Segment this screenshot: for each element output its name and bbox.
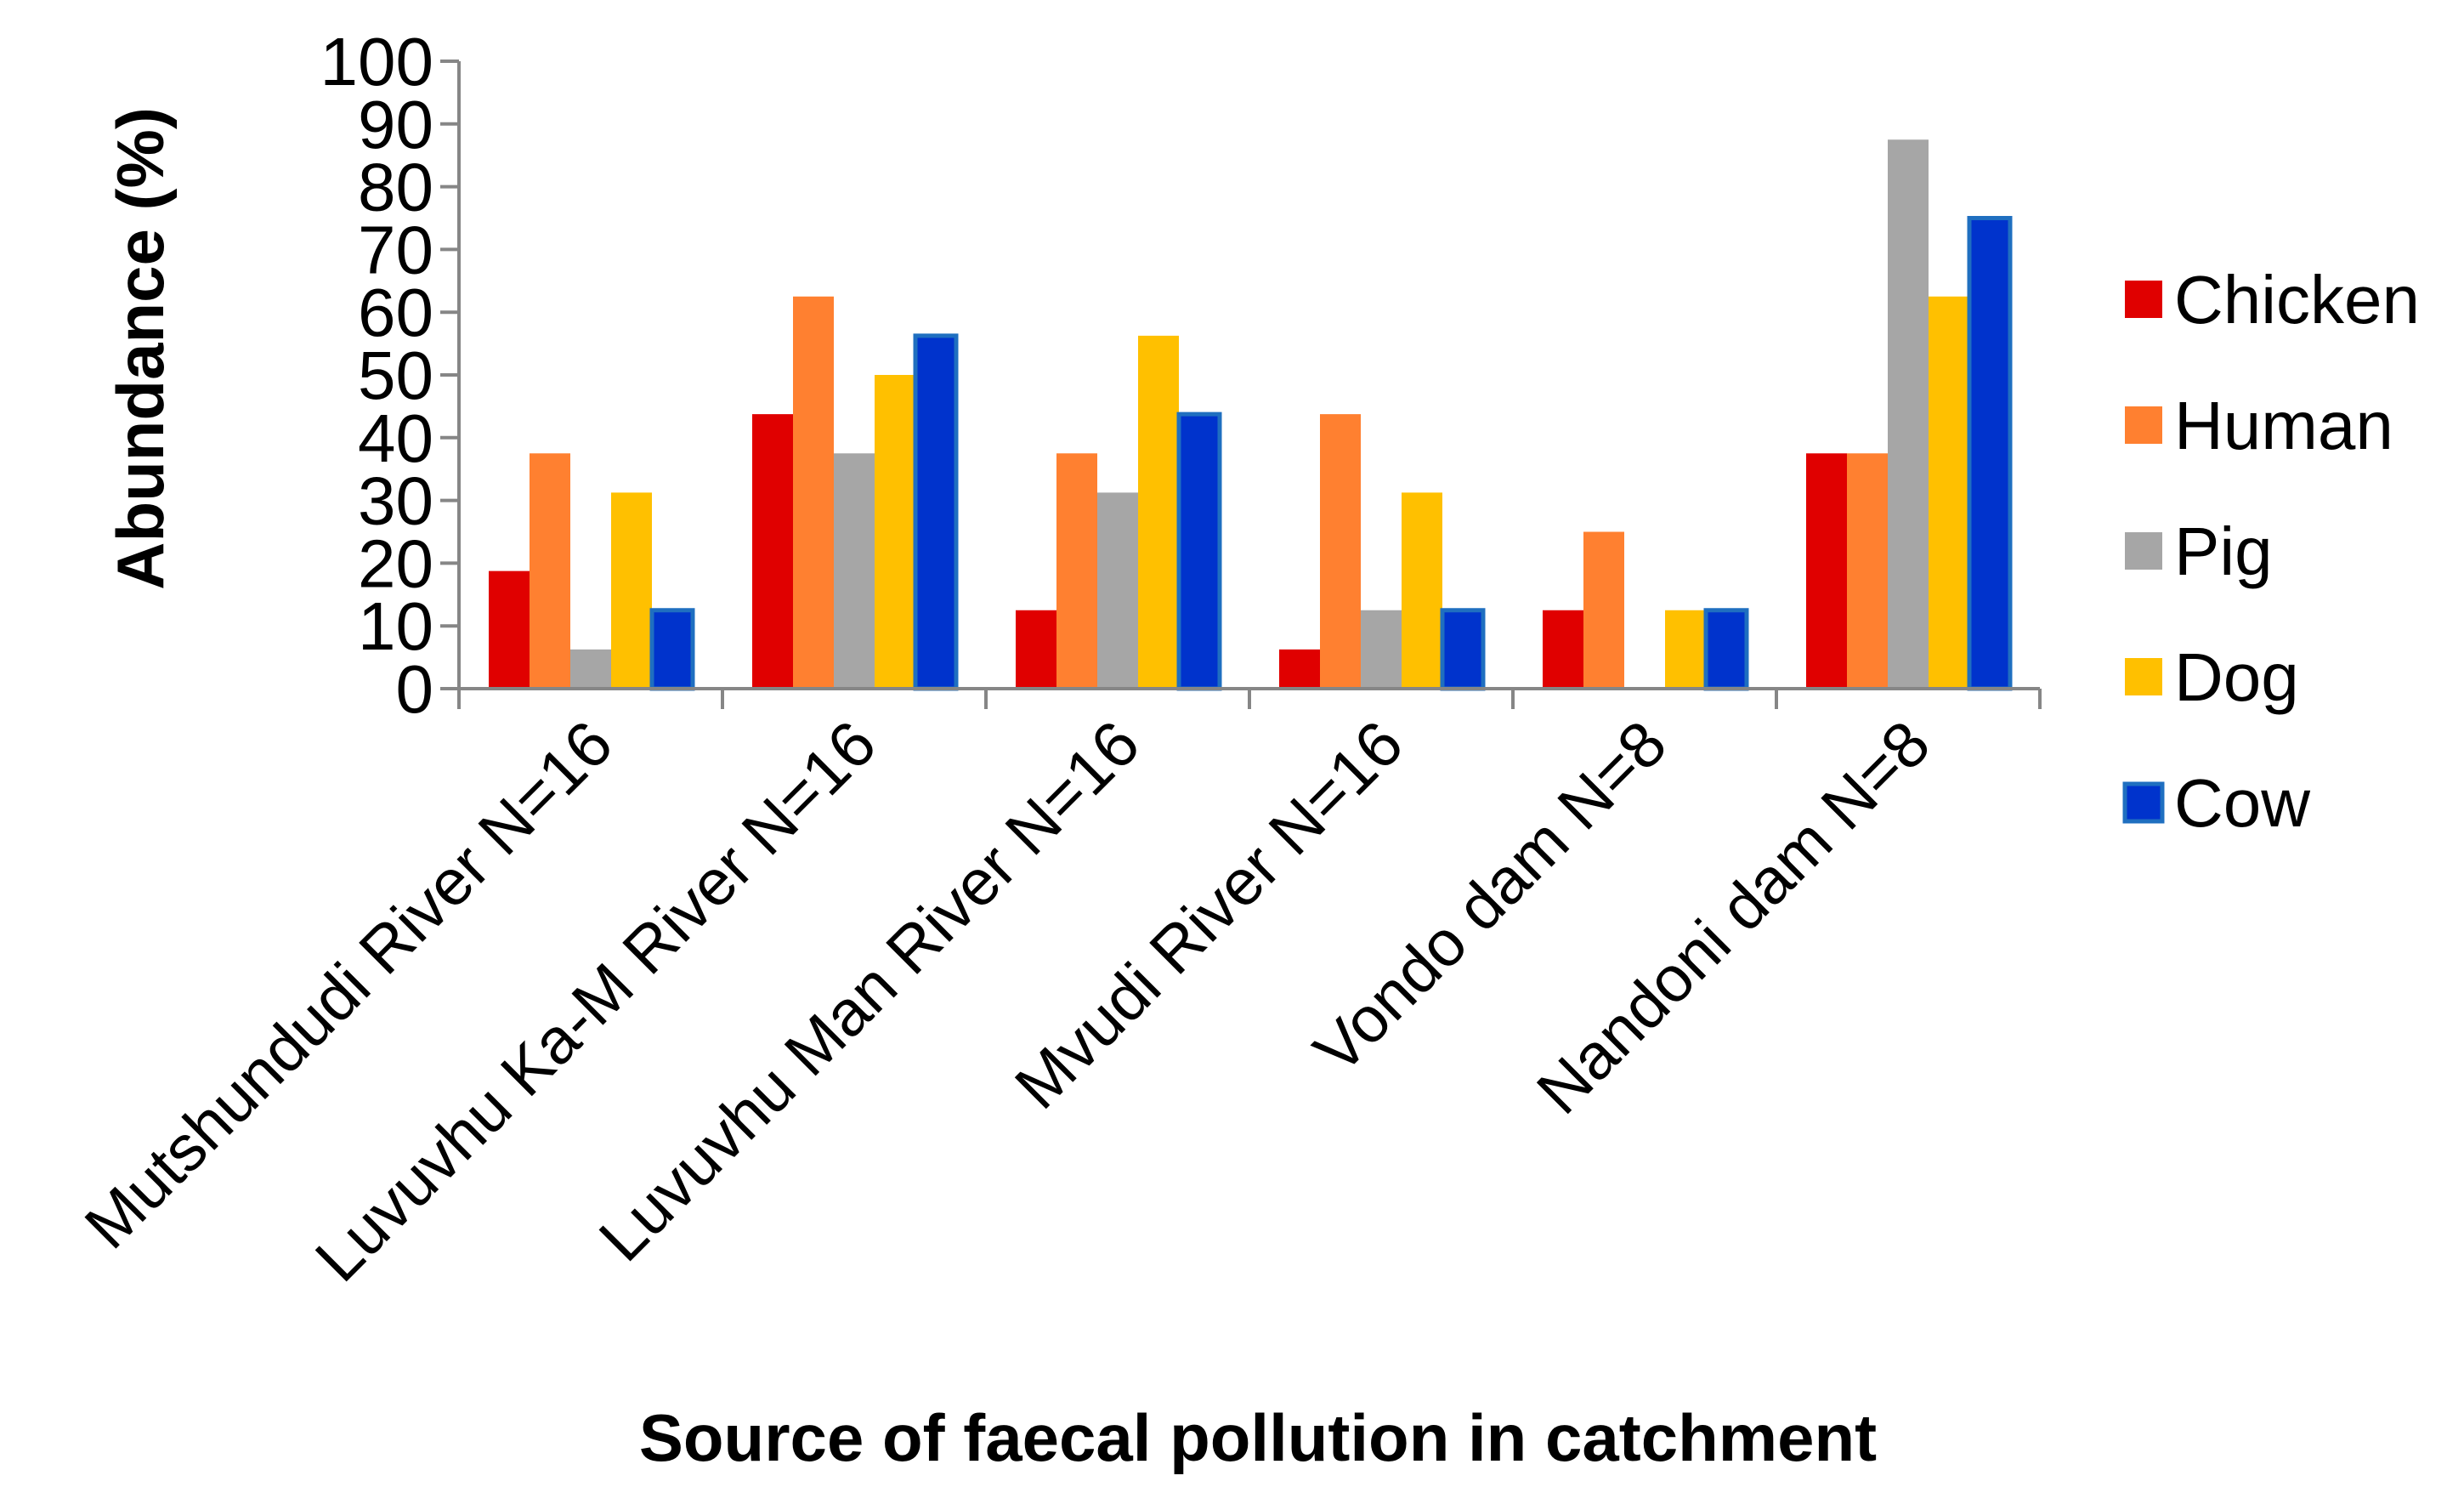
bar-human-1 (530, 453, 570, 689)
bar-pig-3 (1097, 492, 1138, 689)
x-category-label: Mutshundudi River N=16 (71, 707, 626, 1263)
bar-chicken-6 (1806, 453, 1847, 689)
legend-label-dog: Dog (2174, 639, 2299, 715)
y-tick-label: 80 (358, 150, 433, 225)
bar-chicken-4 (1279, 649, 1320, 689)
bar-human-6 (1847, 453, 1888, 689)
y-tick-label: 60 (358, 275, 433, 350)
x-axis-ticks (457, 689, 2042, 709)
y-tick-label: 0 (396, 651, 434, 727)
bar-dog-5 (1665, 610, 1706, 689)
legend-label-human: Human (2174, 388, 2393, 463)
bar-human-2 (793, 296, 834, 689)
bar-human-5 (1583, 531, 1624, 689)
bar-dog-3 (1138, 335, 1179, 689)
bar-chicken-5 (1543, 610, 1583, 689)
bar-human-3 (1056, 453, 1097, 689)
bars-layer (489, 139, 2013, 691)
bar-cow-4 (1440, 608, 1486, 691)
legend-swatch-pig (2125, 532, 2162, 570)
x-axis-title: Source of faecal pollution in catchment (639, 1400, 1877, 1475)
bar-dog-6 (1929, 296, 1969, 689)
axes-layer (457, 61, 2040, 690)
y-tick-label: 10 (358, 588, 433, 664)
bar-chicken-1 (489, 570, 530, 689)
bar-cow-5 (1703, 608, 1749, 691)
bar-pig-6 (1888, 139, 1929, 689)
bar-cow-2 (913, 333, 959, 691)
x-category-label: Luvuvhu Ka-M River N=16 (302, 707, 890, 1296)
legend-swatch-cow (2122, 781, 2165, 824)
bar-human-4 (1320, 414, 1361, 689)
x-category-label: Luvuvhu Man River N=16 (586, 707, 1153, 1275)
bar-chicken-3 (1016, 610, 1056, 689)
y-tick-label: 50 (358, 338, 433, 413)
y-axis-title: Abundance (%) (103, 107, 178, 590)
bar-cow-6 (1967, 216, 2013, 691)
legend-swatch-chicken (2125, 281, 2162, 318)
legend-label-cow: Cow (2174, 765, 2310, 841)
bar-dog-2 (875, 375, 915, 689)
y-tick-label: 20 (358, 525, 433, 601)
legend-label-chicken: Chicken (2174, 262, 2420, 338)
bar-dog-4 (1402, 492, 1442, 689)
legend: Chicken Human Pig Dog Cow (2122, 262, 2420, 841)
y-tick-label: 30 (358, 463, 433, 539)
bar-chicken-2 (752, 414, 793, 689)
y-tick-label: 70 (358, 212, 433, 287)
bar-pig-4 (1361, 610, 1402, 689)
y-tick-label: 90 (358, 87, 433, 162)
legend-label-pig: Pig (2174, 514, 2273, 589)
y-tick-label: 40 (358, 400, 433, 476)
bar-cow-1 (649, 608, 695, 691)
bar-cow-3 (1176, 411, 1222, 691)
legend-swatch-human (2125, 406, 2162, 444)
y-tick-label: 100 (320, 24, 433, 99)
bar-dog-1 (611, 492, 652, 689)
bar-pig-2 (834, 453, 875, 689)
legend-swatch-dog (2125, 658, 2162, 695)
bar-pig-1 (570, 649, 611, 689)
